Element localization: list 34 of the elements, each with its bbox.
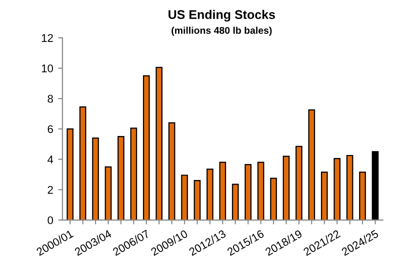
bar [181, 174, 188, 220]
bar [334, 158, 340, 220]
bar [168, 122, 176, 220]
bar [296, 146, 302, 220]
y-tick-label: 12 [42, 34, 53, 42]
bar [282, 156, 290, 220]
bar [194, 180, 201, 220]
bar [346, 154, 354, 220]
bar [79, 106, 86, 220]
y-tick-label: 4 [48, 156, 54, 164]
bar [66, 128, 74, 220]
bar [372, 151, 379, 220]
bar [308, 109, 316, 220]
y-tick-label: 2 [48, 186, 53, 194]
bar [320, 172, 328, 220]
chart-title: US Ending Stocks [168, 10, 275, 22]
bar [219, 162, 226, 220]
y-tick-label: 10 [42, 64, 54, 72]
bar [270, 178, 277, 220]
chart-subtitle: (millions 480 lb bales) [172, 26, 272, 36]
bar [359, 172, 366, 220]
bar [104, 166, 112, 220]
bar [257, 162, 264, 220]
y-tick-label: 0 [48, 216, 54, 224]
y-tick-label: 6 [48, 125, 53, 134]
bar [92, 137, 99, 220]
bar [118, 136, 124, 220]
bar [232, 184, 239, 220]
bar [156, 66, 163, 220]
bar [142, 75, 150, 220]
y-tick-label: 8 [48, 94, 53, 103]
bar [130, 128, 138, 220]
bar [244, 164, 252, 220]
bar [206, 168, 214, 220]
